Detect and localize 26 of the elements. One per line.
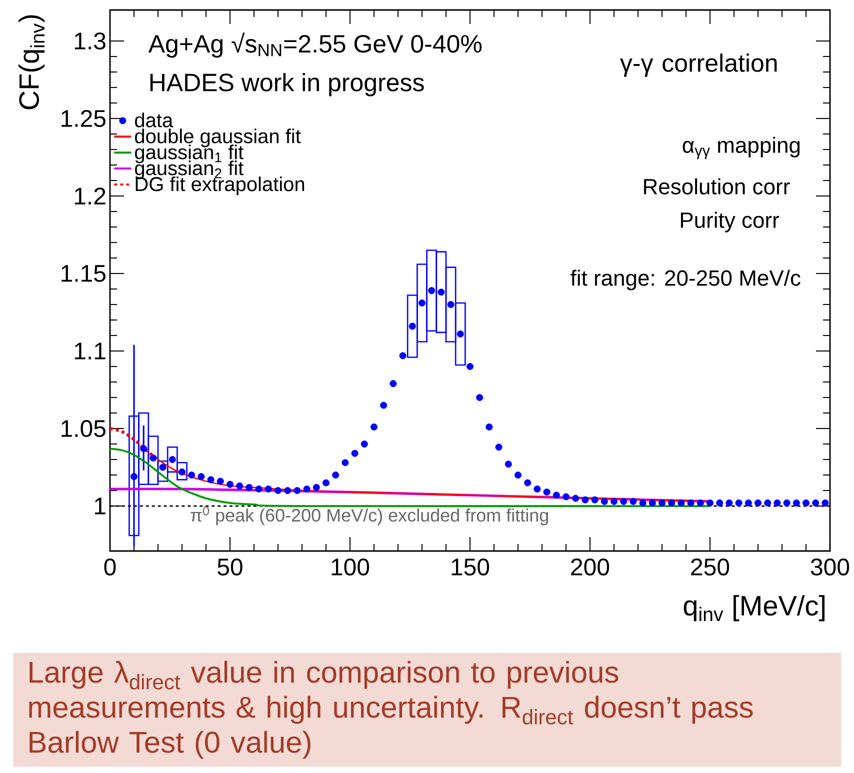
- x-tick-label: 250: [691, 558, 730, 576]
- x-tick-label: 200: [571, 558, 610, 576]
- annotation: π$^{0}$ peak (60-200 MeV/c) excluded from fitting: [190, 506, 548, 526]
- x-tick-label: 150: [452, 558, 490, 576]
- y-tick-label: 1.3: [74, 32, 106, 50]
- x-axis-title: q$_{inv}$ [MeV/c]: [684, 595, 824, 622]
- annotation: Ag+Ag √s$_{NN}$=2.55 GeV 0-40%: [148, 32, 482, 58]
- annotation: γ-γ correlation: [620, 54, 777, 77]
- annotation: α$_{γγ}$ mapping: [682, 136, 800, 160]
- annotation: Purity corr: [680, 212, 780, 232]
- y-tick-label: 1.05: [62, 420, 106, 438]
- x-tick-label: 100: [332, 558, 370, 576]
- y-tick-label: 1.25: [62, 110, 106, 127]
- y-tick-label: 1.15: [62, 265, 106, 282]
- y-tick-label: 1: [94, 498, 106, 514]
- x-tick-label: 0: [104, 558, 116, 576]
- annotation: Resolution corr: [644, 178, 790, 194]
- y-tick-label: 1.1: [74, 342, 106, 360]
- x-tick-label: 50: [218, 558, 242, 576]
- y-tick-label: 1.2: [74, 188, 106, 204]
- legend-label: data: [135, 112, 174, 128]
- y-axis-title: CF(q$_{inv}$): [18, 15, 45, 110]
- annotation: HADES work in progress: [150, 73, 424, 96]
- annotation: fit range: 20-250 MeV/c: [570, 270, 800, 290]
- x-tick-label: 300: [810, 558, 850, 576]
- text: Large λ$_{direct}$ value in comparison to previous measurements & high uncertainty. R$_{direct}$ doesn’t pass Barlow Test (0 value): [29, 660, 753, 759]
